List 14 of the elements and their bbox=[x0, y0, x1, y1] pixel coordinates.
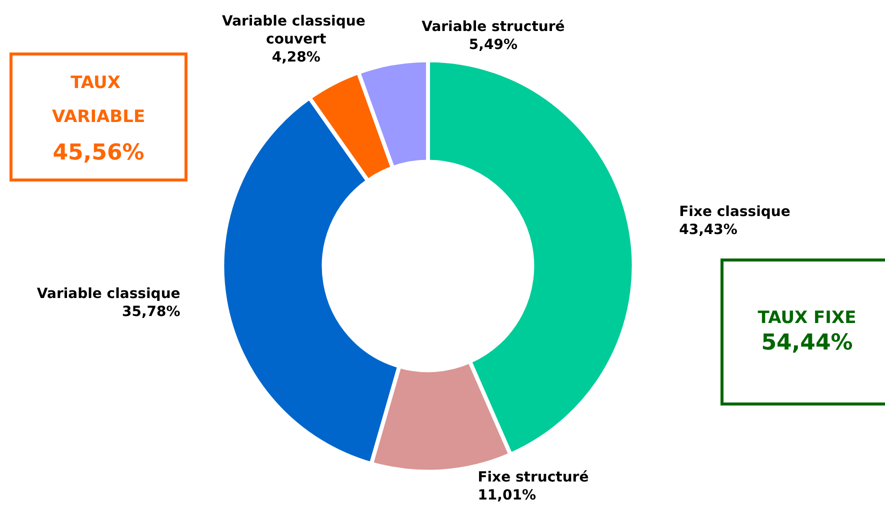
slice-label: Fixe structuré bbox=[478, 469, 589, 486]
data-label: 11,01% bbox=[478, 487, 536, 504]
slice-label: Variable classique bbox=[36, 286, 180, 302]
slice-label: Variable classique couvert bbox=[222, 13, 370, 48]
slice-label: Fixe classique bbox=[679, 204, 790, 220]
data-label: 35,78% bbox=[122, 304, 180, 320]
text: 45,56% bbox=[52, 140, 144, 166]
data-label: 4,28% bbox=[272, 49, 320, 66]
text: 54,44% bbox=[761, 330, 853, 356]
data-label: 5,49% bbox=[468, 37, 518, 54]
slice-label: Variable structuré bbox=[422, 19, 565, 36]
data-label: 43,43% bbox=[679, 222, 738, 238]
text: TAUX VARIABLE bbox=[52, 73, 146, 127]
text: TAUX FIXE bbox=[758, 308, 856, 328]
